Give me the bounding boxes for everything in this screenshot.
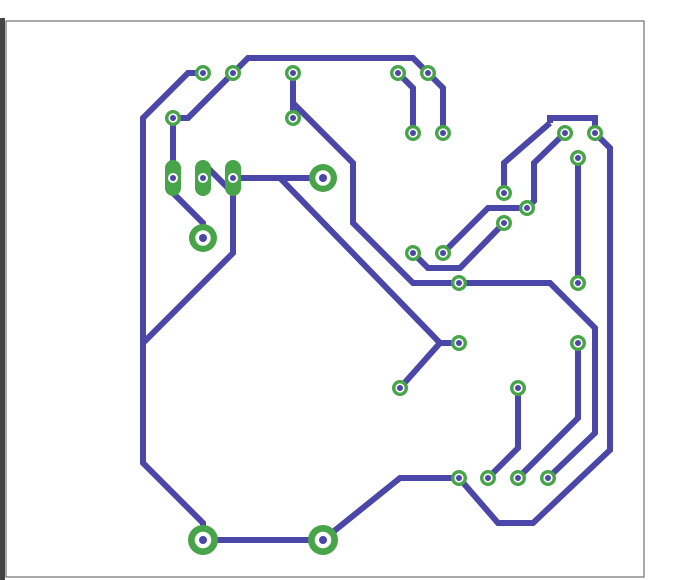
pad-center [200, 175, 206, 181]
pad-center [575, 155, 581, 161]
pad-center [199, 234, 207, 242]
trace [485, 388, 521, 481]
pad-center [515, 385, 521, 391]
trace [140, 70, 459, 543]
pad-center [425, 70, 431, 76]
trace [230, 55, 446, 133]
trace [440, 205, 527, 256]
pad-center [440, 130, 446, 136]
pad-center [395, 70, 401, 76]
pad-center [501, 190, 507, 196]
trace [397, 341, 443, 390]
pad-center [410, 130, 416, 136]
pad-center [230, 70, 236, 76]
pad-center [545, 475, 551, 481]
trace [277, 175, 459, 346]
pad-center [562, 130, 568, 136]
copper-traces [140, 55, 613, 543]
pad-center [410, 250, 416, 256]
trace [395, 70, 416, 133]
pad-center [456, 340, 462, 346]
pad-layer [165, 65, 603, 555]
pad-center [524, 205, 530, 211]
pad-center [230, 175, 236, 181]
pad-center [575, 340, 581, 346]
pad-center [170, 175, 176, 181]
trace [524, 130, 568, 211]
pad-center [290, 115, 296, 121]
pad-center [319, 536, 327, 544]
window-edge-bar [0, 18, 5, 580]
pad-center [319, 174, 327, 182]
pad-center [290, 70, 296, 76]
pad-center [456, 475, 462, 481]
trace [140, 160, 236, 346]
pad-center [440, 250, 446, 256]
board-outline [5, 20, 645, 578]
pad-center [592, 130, 598, 136]
trace [290, 73, 598, 481]
pad-center [170, 115, 176, 121]
pad-center [485, 475, 491, 481]
pad-center [575, 280, 581, 286]
pad-center [200, 70, 206, 76]
pad-center [397, 385, 403, 391]
pad-center [199, 536, 207, 544]
trace [456, 115, 613, 526]
trace [501, 120, 552, 193]
trace [515, 343, 581, 481]
trace [410, 220, 507, 271]
drill-holes [168, 68, 600, 549]
pad-center [501, 220, 507, 226]
pad-center [456, 280, 462, 286]
pad-center [515, 475, 521, 481]
